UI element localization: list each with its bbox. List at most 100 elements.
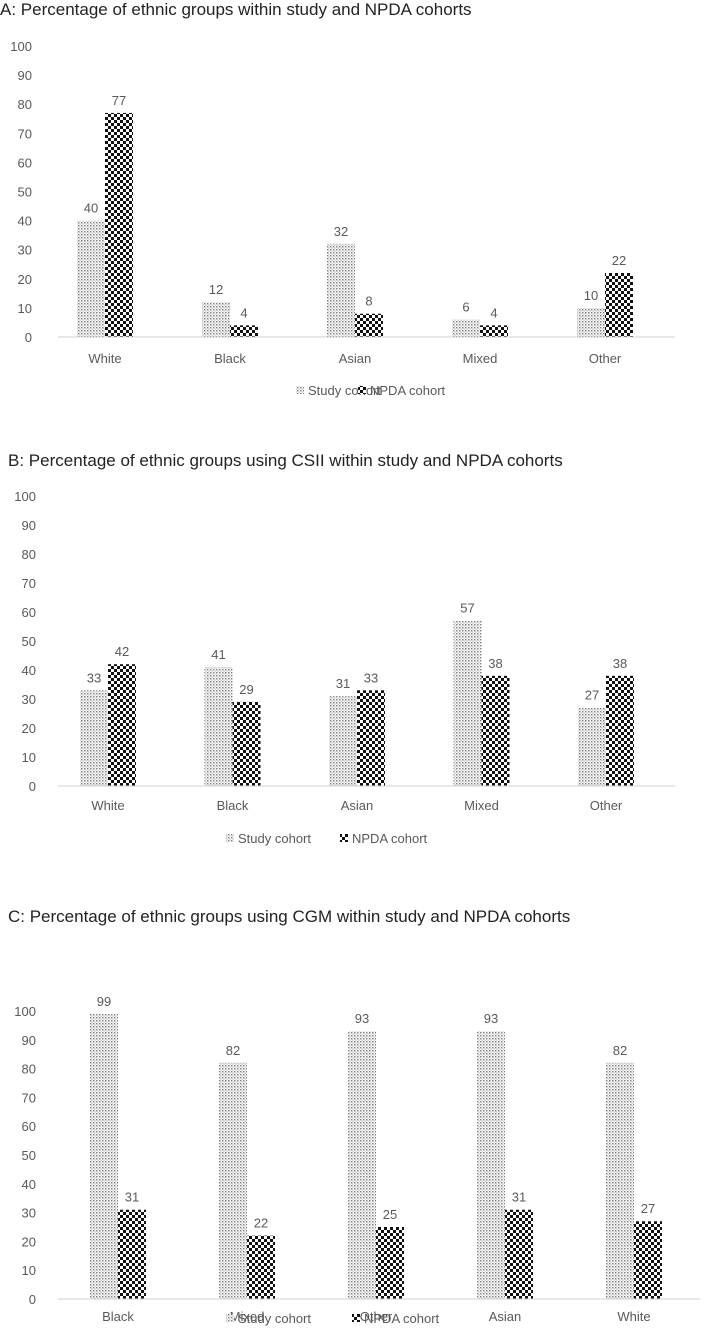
data-label: 31 (512, 1190, 526, 1205)
bar-study-asian (329, 696, 357, 786)
bar-npda-black (232, 701, 261, 786)
bar-study-black (202, 302, 230, 337)
legend-label-study: Study cohort (238, 831, 311, 846)
bar-study-other (348, 1031, 376, 1299)
y-tick-label: 80 (22, 547, 36, 562)
y-tick-label: 60 (18, 155, 32, 170)
y-tick-label: 20 (22, 1234, 36, 1249)
y-tick-label: 20 (18, 272, 32, 287)
bar-study-asian (327, 243, 355, 337)
bar-npda-black (230, 325, 258, 337)
data-label: 22 (254, 1216, 268, 1231)
data-label: 4 (490, 305, 497, 320)
legend-label-npda: NPDA cohort (352, 831, 428, 846)
data-label: 77 (112, 93, 126, 108)
y-tick-label: 80 (18, 97, 32, 112)
x-category-label: Black (217, 798, 249, 813)
chart-panel-a: A: Percentage of ethnic groups within st… (0, 0, 708, 415)
bar-npda-white (105, 112, 133, 338)
bar-npda-mixed (481, 675, 510, 786)
y-tick-label: 10 (18, 301, 32, 316)
bar-study-asian (477, 1031, 505, 1299)
bar-npda-other (606, 675, 634, 786)
y-tick-label: 50 (18, 185, 32, 200)
data-label: 38 (488, 656, 502, 671)
data-label: 31 (125, 1190, 139, 1205)
chart-title: A: Percentage of ethnic groups within st… (0, 0, 472, 19)
data-label: 40 (84, 201, 98, 216)
y-tick-label: 70 (22, 576, 36, 591)
chart-title: C: Percentage of ethnic groups using CGM… (8, 907, 571, 926)
y-tick-label: 10 (22, 750, 36, 765)
y-tick-label: 0 (29, 779, 36, 794)
data-label: 31 (336, 676, 350, 691)
bar-npda-asian (505, 1209, 533, 1299)
data-label: 33 (364, 670, 378, 685)
y-tick-label: 100 (14, 489, 36, 504)
chart-panel-b: B: Percentage of ethnic groups using CSI… (0, 447, 708, 877)
y-tick-label: 50 (22, 1148, 36, 1163)
bar-npda-mixed (480, 325, 508, 337)
bar-study-mixed (219, 1062, 247, 1299)
data-label: 93 (355, 1011, 369, 1026)
x-category-label: Mixed (463, 351, 498, 366)
bar-npda-other (376, 1227, 404, 1299)
x-category-label: Other (589, 351, 622, 366)
data-label: 38 (613, 656, 627, 671)
legend-label-npda: NPDA cohort (364, 1311, 440, 1326)
data-label: 82 (226, 1043, 240, 1058)
x-category-label: Other (360, 1309, 393, 1324)
y-tick-label: 100 (14, 1004, 36, 1019)
data-label: 99 (97, 994, 111, 1009)
data-label: 25 (383, 1207, 397, 1222)
data-label: 33 (87, 670, 101, 685)
chart-title: B: Percentage of ethnic groups using CSI… (8, 451, 563, 470)
y-tick-label: 60 (22, 1119, 36, 1134)
x-category-label: White (91, 798, 124, 813)
x-category-label: Other (590, 798, 623, 813)
x-category-label: Mixed (464, 798, 499, 813)
y-tick-label: 90 (18, 68, 32, 83)
bar-study-mixed (452, 319, 480, 337)
legend-label-study: Study cohort (238, 1311, 311, 1326)
x-category-label: Asian (339, 351, 372, 366)
y-tick-label: 30 (22, 692, 36, 707)
bar-npda-white (634, 1221, 662, 1299)
y-tick-label: 0 (25, 330, 32, 345)
bar-study-other (577, 307, 605, 337)
data-label: 42 (115, 644, 129, 659)
data-label: 93 (484, 1011, 498, 1026)
y-tick-label: 40 (22, 663, 36, 678)
y-tick-label: 10 (22, 1263, 36, 1278)
data-label: 22 (612, 253, 626, 268)
data-label: 32 (334, 224, 348, 239)
y-tick-label: 50 (22, 634, 36, 649)
x-category-label: Asian (489, 1309, 522, 1324)
y-tick-label: 30 (22, 1206, 36, 1221)
legend-swatch-study (226, 834, 234, 842)
data-label: 4 (240, 305, 247, 320)
y-tick-label: 40 (18, 214, 32, 229)
y-tick-label: 100 (10, 39, 32, 54)
data-label: 41 (211, 647, 225, 662)
y-tick-label: 60 (22, 605, 36, 620)
y-tick-label: 90 (22, 518, 36, 533)
chart-a-svg: 0 10 20 30 40 50 60 70 80 90 100 40 77 White 12 4 Black 3… (10, 39, 675, 398)
legend-swatch-npda (352, 1314, 360, 1322)
data-label: 57 (460, 601, 474, 616)
legend-swatch-study (226, 1314, 234, 1322)
x-category-label: Black (102, 1309, 134, 1324)
y-tick-label: 0 (29, 1292, 36, 1307)
data-label: 12 (209, 282, 223, 297)
legend-label-npda: NPDA cohort (370, 383, 446, 398)
bar-npda-asian (357, 690, 385, 786)
y-tick-label: 80 (22, 1062, 36, 1077)
legend-swatch-npda (358, 386, 366, 394)
data-label: 27 (585, 688, 599, 703)
x-category-label: Black (214, 351, 246, 366)
bar-study-mixed (453, 620, 482, 786)
y-tick-label: 40 (22, 1177, 36, 1192)
y-tick-label: 30 (18, 243, 32, 258)
bar-npda-asian (355, 313, 383, 337)
data-label: 10 (584, 288, 598, 303)
